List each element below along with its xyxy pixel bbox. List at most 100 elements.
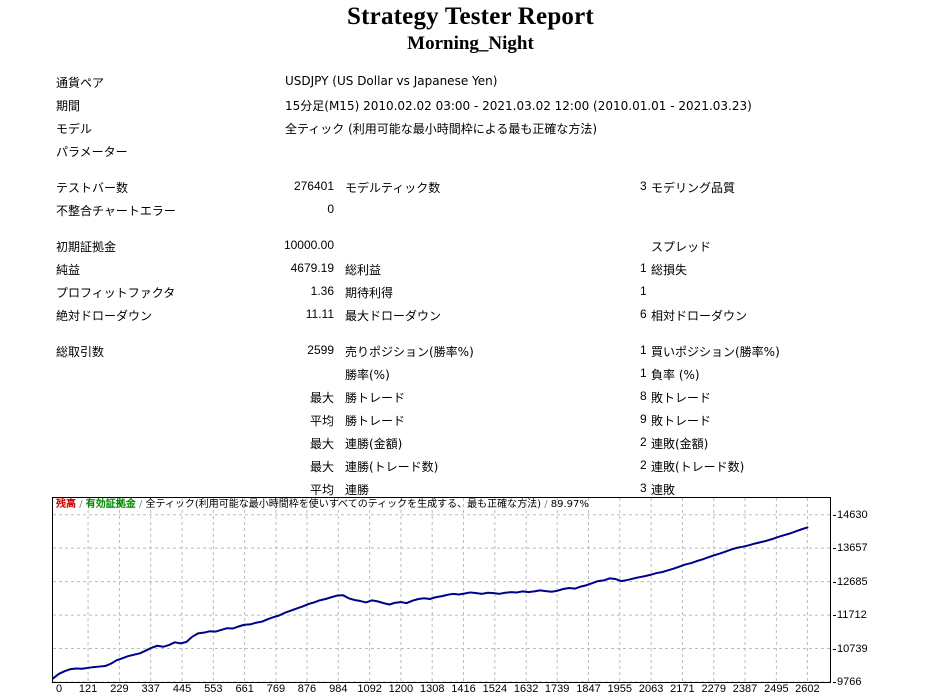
table-row: 平均 連勝 3 連敗 2 — [0, 481, 941, 504]
results-table: 初期証拠金 10000.00 スプレッド 10 純益 4679.19 総利益 1… — [0, 238, 941, 330]
x-axis-tick-label: 121 — [78, 683, 98, 695]
win-rate-label: 勝率(%) — [345, 368, 390, 382]
max-prefix-1: 最大 — [309, 437, 334, 451]
largest-prefix: 最大 — [309, 391, 334, 405]
win-rate-value: 1763 (67.83%) — [640, 366, 646, 380]
info-table: 通貨ペア USDJPY (US Dollar vs Japanese Yen) … — [0, 74, 941, 166]
symbol-label: 通貨ペア — [56, 76, 105, 90]
x-axis-tick-label: 984 — [329, 683, 348, 695]
x-axis-tick-label: 445 — [172, 683, 192, 695]
parameters-value — [285, 143, 941, 166]
x-axis-tick-label: 1739 — [544, 683, 570, 695]
legend-quality: 89.97% — [550, 499, 589, 510]
avg-prefix-2: 平均 — [309, 483, 334, 497]
long-positions-label: 買いポジション(勝率%) — [651, 345, 780, 359]
period-value: 15分足(M15) 2010.02.02 03:00 - 2021.03.02 … — [285, 99, 752, 113]
max-cons-wins-label: 連勝(金額) — [345, 437, 403, 451]
avg-cons-wins-label: 連勝 — [345, 483, 370, 497]
x-axis-tick-label: 1524 — [482, 683, 508, 695]
table-row: 平均 勝トレード 9.98 敗トレード -15.44 — [0, 412, 941, 435]
max-cons-profit-label: 連勝(トレード数) — [345, 460, 439, 474]
page-title: Strategy Tester Report — [347, 3, 594, 30]
mismatch-label: 不整合チャートエラー — [56, 204, 176, 218]
rel-drawdown-label: 相対ドローダウン — [651, 309, 748, 323]
x-axis-tick-label: 229 — [110, 683, 129, 695]
trades-table: 総取引数 2599 売りポジション(勝率%) 1150 (64.70%) 買いポ… — [0, 343, 941, 504]
average-prefix: 平均 — [309, 414, 334, 428]
mismatch-value: 0 — [327, 202, 334, 216]
legend-balance: 残高 — [56, 499, 76, 510]
short-positions-value: 1150 (64.70%) — [640, 343, 646, 357]
bars-value: 276401 — [293, 179, 334, 193]
table-row: 不整合チャートエラー 0 — [0, 202, 941, 225]
profit-factor-label: プロフィットファクタ — [56, 286, 176, 300]
expected-payoff-label: 期待利得 — [345, 286, 394, 300]
chart-y-axis: 14630 13657 12685 11712 10739 9766 — [832, 497, 903, 688]
deposit-value: 10000.00 — [283, 238, 334, 252]
section-spacer — [0, 225, 941, 238]
x-axis-tick-label: 876 — [297, 683, 317, 695]
y-axis-tick-label: 10739 — [833, 642, 868, 655]
net-profit-label: 純益 — [56, 263, 81, 277]
y-axis-tick-label: 9766 — [832, 676, 862, 688]
x-axis-tick-label: 0 — [56, 683, 63, 695]
equity-chart: 残高 / 有効証拠金 / 全ティック(利用可能な最小時間枠を使いすべてのティック… — [52, 497, 831, 683]
largest-win-label: 勝トレード — [345, 391, 406, 405]
average-loss-label: 敗トレード — [651, 414, 712, 428]
ticks-label: モデルティック数 — [345, 181, 441, 195]
abs-drawdown-label: 絶対ドローダウン — [56, 309, 153, 323]
x-axis-tick-label: 1092 — [357, 683, 382, 695]
x-axis-tick-label: 2387 — [732, 683, 758, 695]
table-row: 最大 勝トレード 89.72 敗トレード -89.26 — [0, 389, 941, 412]
table-row: 最大 連勝(金額) 25 (286.98) 連敗(金額) 9 (-207.76) — [0, 435, 941, 458]
deposit-label: 初期証拠金 — [56, 240, 117, 254]
chart-x-axis: 0 121 229 337 445 553 661 769 876 984 1092 1200 1308… — [52, 683, 842, 698]
short-positions-label: 売りポジション(勝率%) — [345, 345, 474, 359]
largest-loss-label: 敗トレード — [651, 391, 712, 405]
x-axis-tick-label: 337 — [141, 683, 160, 695]
x-axis-tick-label: 661 — [235, 683, 254, 695]
x-axis-tick-label: 1955 — [607, 683, 633, 695]
x-axis-tick-label: 1416 — [451, 683, 476, 695]
chart-legend: 残高 / 有効証拠金 / 全ティック(利用可能な最小時間枠を使いすべてのティック… — [56, 499, 589, 511]
x-axis-tick-label: 1308 — [419, 683, 445, 695]
legend-separator-3: / — [544, 499, 548, 510]
quality-label: モデリング品質 — [651, 181, 736, 195]
table-row: 総取引数 2599 売りポジション(勝率%) 1150 (64.70%) 買いポ… — [0, 343, 941, 366]
x-axis-tick-label: 2279 — [701, 683, 726, 695]
legend-equity: 有効証拠金 — [85, 499, 136, 510]
table-row: 純益 4679.19 総利益 17587.06 総損失 -12907.87 — [0, 261, 941, 284]
model-label: モデル — [56, 122, 93, 136]
x-axis-tick-label: 769 — [266, 683, 286, 695]
model-value: 全ティック (利用可能な最小時間枠による最も正確な方法) — [285, 122, 598, 136]
avg-cons-losses-label: 連敗 — [651, 483, 676, 497]
table-row: 初期証拠金 10000.00 スプレッド 10 — [0, 238, 941, 261]
section-spacer — [0, 330, 941, 343]
net-profit-value: 4679.19 — [290, 261, 334, 275]
profit-factor-value: 1.36 — [310, 284, 334, 298]
max-drawdown-label: 最大ドローダウン — [345, 309, 442, 323]
table-row: テストバー数 276401 モデルティック数 382460058 モデリング品質… — [0, 179, 941, 202]
equity-curve-svg — [53, 498, 830, 682]
y-axis-tick-label: 13657 — [833, 542, 868, 555]
max-cons-lossamt-label: 連敗(トレード数) — [651, 460, 745, 474]
table-row: 期間 15分足(M15) 2010.02.02 03:00 - 2021.03.… — [0, 97, 941, 120]
expected-payoff-value: 1.80 — [640, 284, 646, 298]
period-label: 期間 — [56, 99, 81, 113]
x-axis-tick-label: 2495 — [764, 683, 789, 695]
x-axis-tick-label: 1200 — [388, 683, 414, 695]
abs-drawdown-value: 11.11 — [305, 307, 334, 321]
table-row: プロフィットファクタ 1.36 期待利得 1.80 — [0, 284, 941, 307]
bars-label: テストバー数 — [56, 181, 129, 195]
symbol-value: USDJPY (US Dollar vs Japanese Yen) — [285, 74, 498, 88]
largest-win-value: 89.72 — [640, 389, 646, 403]
legend-separator-2: / — [138, 499, 143, 510]
report-tables: 通貨ペア USDJPY (US Dollar vs Japanese Yen) … — [0, 74, 941, 504]
average-win-label: 勝トレード — [345, 414, 406, 428]
report-header: Strategy Tester Report Morning_Night — [0, 0, 941, 56]
quality-table: テストバー数 276401 モデルティック数 382460058 モデリング品質… — [0, 179, 941, 225]
total-trades-label: 総取引数 — [56, 345, 105, 359]
table-row: 通貨ペア USDJPY (US Dollar vs Japanese Yen) — [0, 74, 941, 97]
legend-separator-1: / — [79, 499, 83, 510]
total-trades-value: 2599 — [307, 343, 334, 357]
